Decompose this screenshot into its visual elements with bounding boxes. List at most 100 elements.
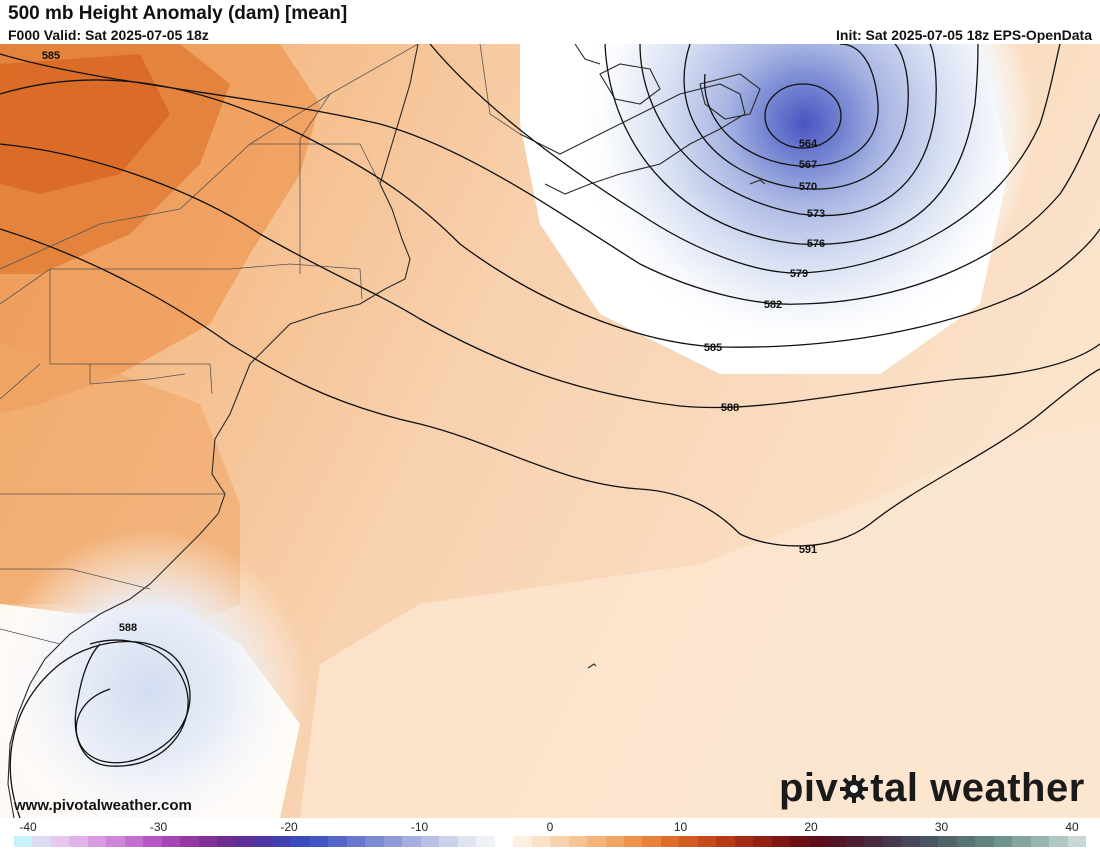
colorbar-swatch: [106, 836, 125, 847]
colorbar-tick-label: -40: [19, 820, 37, 834]
colorbar-swatch: [180, 836, 199, 847]
website-url: www.pivotalweather.com: [14, 797, 192, 814]
colorbar-swatch: [605, 836, 624, 847]
contour-582: [0, 53, 1100, 305]
contour-labels: 585 564 567 570 573 576 579 582 585 588 …: [42, 50, 825, 634]
colorbar-swatch: [716, 836, 735, 847]
logo-text-end: tal weather: [870, 766, 1085, 810]
init-time: Init: Sat 2025-07-05 18z EPS-OpenData: [836, 27, 1092, 43]
colorbar-swatch: [439, 836, 458, 847]
colorbar-swatch: [882, 836, 902, 847]
gear-icon: [839, 769, 869, 803]
colorbar-swatch: [827, 836, 846, 847]
colorbar-swatch: [845, 836, 865, 847]
colorbar-swatch: [143, 836, 162, 847]
colorbar-tick-label: 0: [546, 820, 554, 834]
map-title: 500 mb Height Anomaly (dam) [mean]: [8, 3, 348, 24]
colorbar-swatch: [309, 836, 329, 847]
colorbar-swatch: [161, 836, 181, 847]
colorbar-swatch: [32, 836, 51, 847]
colorbar-swatch: [420, 836, 440, 847]
colorbar-swatch: [494, 836, 514, 847]
contour-576: [604, 44, 979, 246]
colorbar-swatch: [272, 836, 292, 847]
label-567: 567: [799, 159, 817, 171]
colorbar-swatch: [457, 836, 477, 847]
colorbar-swatch: [1012, 836, 1031, 847]
coastlines: [7, 44, 766, 818]
colorbar-swatch: [217, 836, 236, 847]
label-582: 582: [764, 299, 782, 311]
colorbar-swatch: [14, 836, 33, 847]
anomaly-ocean-fill: [300, 424, 1100, 818]
colorbar-swatch: [254, 836, 273, 847]
contour-564: [764, 83, 842, 149]
colorbar-swatches: [14, 836, 1087, 847]
colorbar-swatch: [808, 836, 828, 847]
label-573: 573: [807, 208, 825, 220]
label-585: 585: [704, 342, 722, 354]
contour-591: [0, 228, 1100, 547]
colorbar-swatch: [476, 836, 495, 847]
colorbar-swatch: [587, 836, 606, 847]
colorbar-swatch: [771, 836, 791, 847]
contour-south-ring: [74, 639, 189, 767]
colorbar-swatch: [901, 836, 920, 847]
colorbar-tick-label: 30: [934, 820, 949, 834]
colorbar-swatch: [1067, 836, 1087, 847]
colorbar-swatch: [1030, 836, 1050, 847]
colorbar-swatch: [956, 836, 976, 847]
colorbar-swatch: [235, 836, 255, 847]
label-576: 576: [807, 238, 825, 250]
colorbar-tick-label: 40: [1065, 820, 1079, 834]
colorbar-swatch: [660, 836, 680, 847]
colorbar-swatch: [383, 836, 403, 847]
colorbar: -40 -30 -20 -10 0 10 20 30 40: [0, 818, 1100, 850]
label-564: 564: [799, 138, 818, 150]
colorbar-swatch: [531, 836, 551, 847]
contour-570: [683, 44, 909, 190]
colorbar-swatch: [623, 836, 643, 847]
logo-text-start: piv: [779, 766, 839, 810]
anomaly-south-negative: [0, 524, 320, 818]
colorbar-tick-label: 10: [673, 820, 688, 834]
header: 500 mb Height Anomaly (dam) [mean] F000 …: [0, 0, 1100, 44]
pivotal-weather-logo: piv tal weather: [779, 766, 1085, 811]
contour-573: [639, 44, 937, 217]
state-borders: [0, 44, 521, 645]
label-579: 579: [790, 268, 808, 280]
anomaly-core-positive: [0, 54, 170, 194]
label-588-south: 588: [119, 622, 137, 634]
colorbar-swatch: [975, 836, 994, 847]
contour-567: [704, 44, 879, 167]
height-contours: [0, 44, 1100, 818]
colorbar-swatch: [679, 836, 698, 847]
colorbar-swatch: [919, 836, 939, 847]
colorbar-swatch: [938, 836, 957, 847]
colorbar-swatch: [734, 836, 754, 847]
map-panel[interactable]: 585 564 567 570 573 576 579 582 585 588 …: [0, 44, 1100, 818]
label-588: 588: [721, 402, 739, 414]
colorbar-swatch: [291, 836, 310, 847]
colorbar-swatch: [642, 836, 661, 847]
colorbar-swatch: [198, 836, 218, 847]
colorbar-swatch: [124, 836, 144, 847]
map-svg: 585 564 567 570 573 576 579 582 585 588 …: [0, 44, 1100, 818]
colorbar-swatch: [697, 836, 717, 847]
colorbar-swatch: [513, 836, 532, 847]
contour-585: [0, 79, 1100, 348]
colorbar-swatch: [365, 836, 384, 847]
colorbar-swatch: [1049, 836, 1068, 847]
colorbar-swatch: [753, 836, 772, 847]
contour-579: [429, 44, 1061, 274]
label-585-top: 585: [42, 50, 60, 62]
contour-588: [0, 143, 1100, 409]
colorbar-swatch: [568, 836, 588, 847]
colorbar-swatch: [402, 836, 421, 847]
colorbar-swatch: [87, 836, 107, 847]
colorbar-swatch: [328, 836, 347, 847]
label-570: 570: [799, 181, 817, 193]
valid-time: F000 Valid: Sat 2025-07-05 18z: [8, 27, 209, 43]
colorbar-swatch: [550, 836, 569, 847]
colorbar-swatch: [864, 836, 883, 847]
